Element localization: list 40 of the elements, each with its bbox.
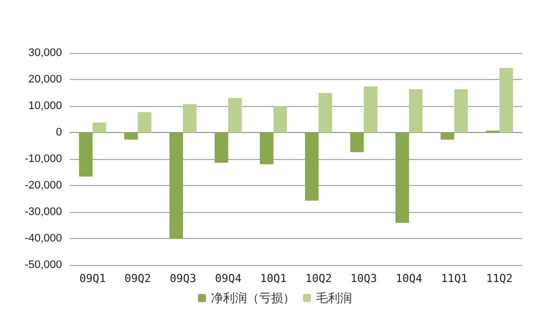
y-tick-label: 20,000	[28, 74, 62, 86]
bar	[440, 132, 454, 140]
x-tick-label: 10Q4	[396, 272, 423, 285]
x-tick-label: 09Q3	[170, 272, 196, 285]
x-tick-label: 09Q1	[79, 272, 106, 285]
y-tick-label: -20,000	[24, 180, 62, 192]
bar	[138, 112, 152, 132]
y-tick-label: 0	[56, 126, 62, 138]
y-tick-label: 10,000	[28, 100, 62, 112]
bar	[260, 132, 274, 164]
x-tick-label: 11Q2	[486, 272, 513, 285]
bar	[409, 89, 423, 132]
bar	[364, 86, 378, 132]
x-tick-label: 09Q4	[214, 272, 242, 285]
legend-label: 毛利润	[316, 291, 352, 305]
y-tick-label: -50,000	[24, 259, 62, 271]
bar	[305, 132, 319, 201]
legend-label: 净利润（亏损）	[211, 291, 295, 305]
bar	[214, 132, 228, 163]
x-tick-label: 10Q3	[350, 272, 378, 285]
bar	[169, 132, 183, 238]
x-tick-label: 09Q2	[124, 272, 152, 285]
bar	[499, 68, 513, 132]
x-tick-label: 10Q2	[305, 272, 332, 285]
y-tick-label: -10,000	[24, 153, 62, 165]
x-tick-label: 11Q1	[440, 272, 468, 285]
bar	[228, 98, 242, 132]
bar	[124, 132, 138, 140]
y-tick-label: -30,000	[24, 206, 62, 218]
bar	[350, 132, 364, 152]
bar	[79, 132, 93, 176]
bar	[454, 89, 468, 132]
bar	[92, 122, 106, 132]
y-tick-label: 30,000	[28, 47, 62, 59]
bar	[318, 93, 332, 132]
bar	[395, 132, 409, 223]
y-tick-label: -40,000	[24, 232, 62, 244]
bar	[183, 104, 197, 132]
bar	[273, 106, 287, 132]
x-tick-label: 10Q1	[260, 272, 287, 285]
